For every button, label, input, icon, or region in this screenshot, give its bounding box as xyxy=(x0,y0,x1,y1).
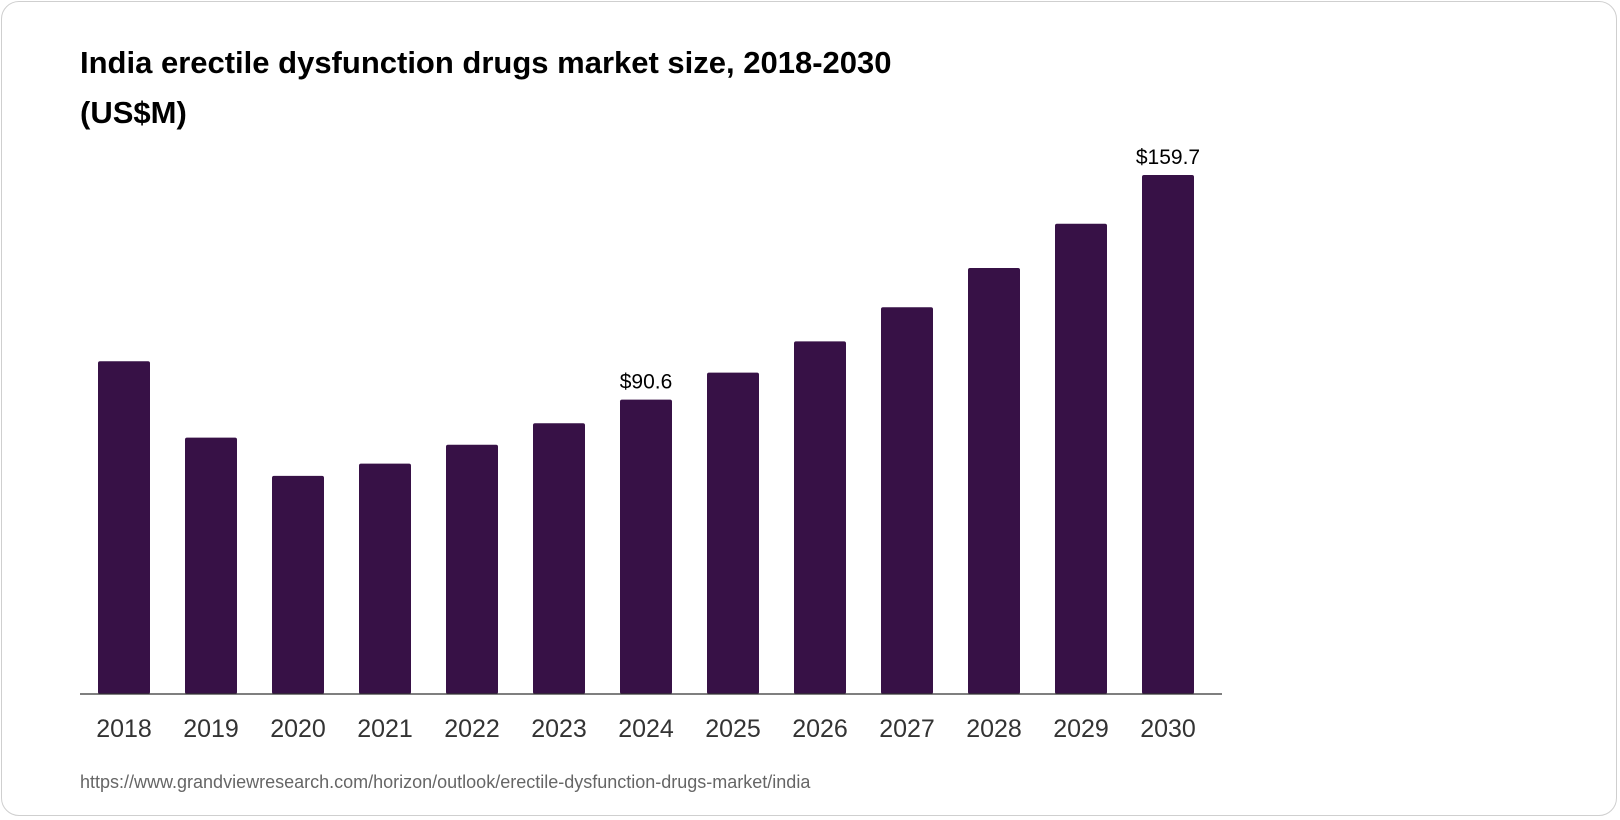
bar-2024 xyxy=(620,399,672,694)
bar-2018 xyxy=(98,361,150,694)
x-tick-label: 2024 xyxy=(618,715,674,743)
bar-2029 xyxy=(1055,223,1107,694)
data-label: $90.6 xyxy=(620,371,673,394)
bar-2023 xyxy=(533,423,585,694)
bar-2026 xyxy=(794,341,846,694)
x-tick-label: 2021 xyxy=(357,715,413,743)
x-tick-label: 2029 xyxy=(1053,715,1109,743)
bar-2028 xyxy=(968,267,1020,694)
x-tick-label: 2025 xyxy=(705,715,761,743)
x-tick-label: 2018 xyxy=(96,715,152,743)
x-tick-label: 2030 xyxy=(1140,715,1196,743)
chart-title-line1: India erectile dysfunction drugs market … xyxy=(80,45,892,80)
chart-title-line2: (US$M) xyxy=(80,95,187,130)
bar-2025 xyxy=(707,372,759,694)
x-tick-label: 2019 xyxy=(183,715,239,743)
chart-title: India erectile dysfunction drugs market … xyxy=(80,38,1080,138)
x-tick-label: 2028 xyxy=(966,715,1022,743)
x-tick-label: 2020 xyxy=(270,715,326,743)
x-tick-label: 2027 xyxy=(879,715,935,743)
x-tick-label: 2022 xyxy=(444,715,500,743)
data-label: $159.7 xyxy=(1136,146,1200,169)
bar-2021 xyxy=(359,463,411,694)
bar-2022 xyxy=(446,444,498,694)
bar-2019 xyxy=(185,437,237,694)
x-tick-label: 2026 xyxy=(792,715,848,743)
source-url[interactable]: https://www.grandviewresearch.com/horizo… xyxy=(80,772,811,792)
bar-2020 xyxy=(272,475,324,694)
bar-2030 xyxy=(1142,175,1194,694)
bar-2027 xyxy=(881,307,933,694)
x-tick-label: 2023 xyxy=(531,715,587,743)
